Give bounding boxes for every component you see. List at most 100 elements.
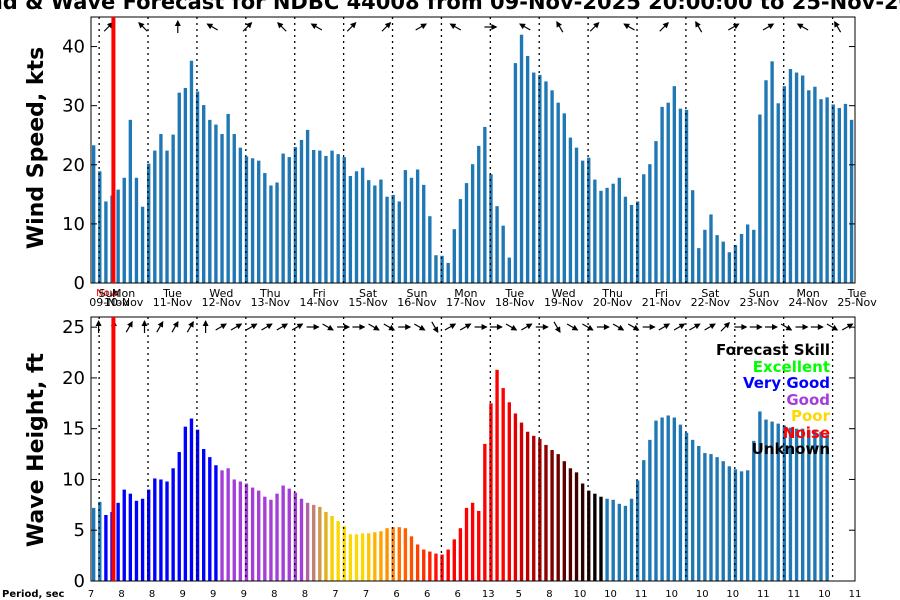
wind-bar xyxy=(269,185,273,283)
wave-y-tick-label: 20 xyxy=(62,368,85,389)
day-label: Mon xyxy=(797,287,820,300)
wave-bar xyxy=(648,439,652,581)
wind-bar xyxy=(709,214,713,283)
wind-bar xyxy=(550,90,554,283)
wind-bar xyxy=(721,241,725,283)
wind-direction-arrow xyxy=(834,20,842,33)
legend-poor: Poor xyxy=(791,407,831,425)
wind-bar xyxy=(452,229,456,283)
wind-bar xyxy=(745,224,750,283)
period-value: 6 xyxy=(455,589,461,600)
wind-bar xyxy=(257,160,261,283)
wind-direction-arrow xyxy=(762,23,775,31)
wind-y-tick-label: 40 xyxy=(62,37,85,58)
wave-direction-arrow xyxy=(765,324,778,330)
wind-bar xyxy=(519,34,524,284)
wind-bar xyxy=(360,167,365,283)
wind-bar xyxy=(831,104,835,283)
day-label: Sat xyxy=(701,287,720,300)
wave-bar xyxy=(140,498,145,581)
wind-bar xyxy=(140,206,145,283)
day-label: Tue xyxy=(504,287,524,300)
period-value: 9 xyxy=(241,589,247,600)
wave-bar xyxy=(452,539,456,581)
wave-bar xyxy=(599,496,603,581)
date-label: 10-Nov xyxy=(104,296,144,309)
wave-bar xyxy=(672,417,676,581)
wind-bar xyxy=(422,184,426,283)
wave-bar xyxy=(305,502,310,581)
date-label: 11-Nov xyxy=(153,296,193,309)
wave-direction-arrow xyxy=(95,320,102,333)
wind-bar xyxy=(250,158,255,283)
wind-bar xyxy=(299,139,304,283)
period-value: 8 xyxy=(149,589,155,600)
date-label: 12-Nov xyxy=(202,296,242,309)
period-value: 6 xyxy=(424,589,430,600)
wave-bar xyxy=(147,489,151,581)
wind-bar xyxy=(843,103,848,283)
wave-plot-frame xyxy=(90,316,856,582)
chart-title: Wind & Wave Forecast for NDBC 44008 from… xyxy=(0,0,900,14)
wind-bar xyxy=(159,134,163,283)
wind-bar xyxy=(409,177,414,283)
wave-bar xyxy=(189,418,194,581)
wind-bar xyxy=(684,109,689,283)
wind-bar xyxy=(342,157,346,283)
period-value: 10 xyxy=(726,589,739,600)
wind-bar xyxy=(348,176,353,283)
wave-bar xyxy=(611,499,615,581)
wave-direction-arrow xyxy=(749,324,763,330)
day-label: Fri xyxy=(313,287,326,300)
period-value: 8 xyxy=(271,589,277,600)
wave-bar xyxy=(513,413,518,581)
legend-title: Forecast Skill xyxy=(716,341,830,359)
wave-bar xyxy=(367,533,371,581)
wave-bar xyxy=(825,434,829,581)
period-value: 13 xyxy=(482,589,495,600)
date-label: 16-Nov xyxy=(397,296,437,309)
wind-bar xyxy=(556,102,560,284)
wind-bar xyxy=(807,90,811,283)
period-value: 7 xyxy=(363,589,369,600)
wave-bar xyxy=(519,422,524,581)
wave-bar xyxy=(226,468,230,581)
wave-bar xyxy=(324,511,328,581)
wind-bar xyxy=(458,199,463,283)
wave-bar xyxy=(666,415,670,581)
wave-y-tick-label: 15 xyxy=(62,419,85,440)
wave-bar xyxy=(238,481,243,581)
wave-bar xyxy=(397,527,401,581)
wave-bar xyxy=(428,551,432,581)
date-label: 19-Nov xyxy=(544,296,584,309)
wind-direction-arrow xyxy=(659,22,669,32)
wind-bar xyxy=(660,106,664,283)
wind-bar xyxy=(244,156,249,283)
wind-bar xyxy=(642,174,646,283)
wind-y-tick-label: 0 xyxy=(74,273,85,294)
day-label: Sun xyxy=(99,287,120,300)
wind-bar xyxy=(782,86,787,283)
now-marker-label: Now xyxy=(96,288,118,299)
wave-bar xyxy=(379,531,383,581)
wave-bar xyxy=(128,493,133,581)
wave-direction-arrow xyxy=(383,323,396,331)
wave-bar xyxy=(263,496,267,581)
wave-bar xyxy=(745,470,750,581)
period-value: 7 xyxy=(332,589,338,600)
wave-direction-arrow xyxy=(704,323,716,331)
wind-bar xyxy=(574,147,579,283)
wave-direction-arrow xyxy=(505,323,518,331)
period-value: 10 xyxy=(604,589,617,600)
wave-direction-arrow xyxy=(230,323,243,331)
period-value: 8 xyxy=(118,589,124,600)
wave-bar xyxy=(287,488,291,581)
wave-direction-arrow xyxy=(291,323,304,331)
wave-bar xyxy=(642,460,646,581)
wave-bar xyxy=(654,420,658,581)
wave-bar xyxy=(501,388,505,581)
wave-direction-arrow xyxy=(780,323,793,331)
wave-bar xyxy=(312,504,316,581)
date-label: 18-Nov xyxy=(495,296,535,309)
